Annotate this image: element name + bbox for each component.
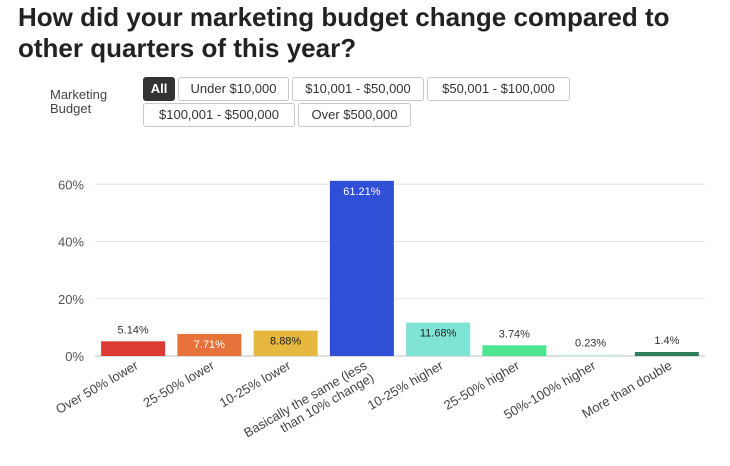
y-tick-label: 40%: [58, 235, 84, 250]
value-label: 3.74%: [499, 328, 530, 340]
bar: [406, 322, 471, 356]
value-label: 0.23%: [575, 338, 606, 350]
filter-label-line2: Budget: [50, 101, 92, 116]
chart-title: How did your marketing budget change com…: [18, 2, 670, 63]
value-label: 8.88%: [270, 336, 301, 348]
bar: [482, 345, 547, 356]
value-label: 61.21%: [343, 186, 381, 198]
value-label: 11.68%: [420, 328, 457, 340]
x-tick-label-line: 25-50% lower: [141, 357, 218, 410]
x-tick-label: 10-25% lower: [217, 357, 294, 410]
x-tick-label-line: Basically the same (less: [241, 357, 370, 440]
value-label: 7.71%: [194, 339, 225, 351]
y-tick-label: 20%: [58, 292, 84, 307]
x-tick-label: 25-50% lower: [141, 357, 218, 410]
value-label: 5.14%: [118, 324, 149, 336]
filter-label-line1: Marketing: [50, 87, 108, 102]
y-tick-label: 60%: [58, 177, 84, 192]
filter-50001-100000-button[interactable]: $50,001 - $100,000: [427, 77, 570, 101]
filter-over-500000-button[interactable]: Over $500,000: [298, 103, 411, 127]
x-tick-label-line: 10-25% higher: [365, 357, 446, 413]
filter-under-10000-button[interactable]: Under $10,000: [178, 77, 289, 101]
x-tick-label-line: 10-25% lower: [217, 357, 294, 410]
bar: [558, 354, 623, 356]
x-tick-label-line: Over 50% lower: [53, 357, 141, 417]
filter-all-button[interactable]: All: [143, 77, 175, 101]
y-tick-label: 0%: [65, 349, 84, 364]
x-tick-label: 10-25% higher: [365, 357, 446, 413]
filter-100001-500000-button[interactable]: $100,001 - $500,000: [143, 103, 295, 127]
bar: [253, 330, 318, 356]
bar: [634, 351, 699, 356]
bar: [101, 341, 166, 356]
value-label: 1.4%: [654, 335, 679, 347]
x-tick-label: Over 50% lower: [53, 357, 141, 417]
bar: [329, 180, 394, 356]
bar: [177, 333, 242, 356]
filter-label: Marketing Budget: [50, 88, 130, 116]
filter-10001-50000-button[interactable]: $10,001 - $50,000: [292, 77, 424, 101]
